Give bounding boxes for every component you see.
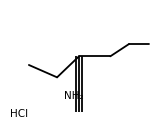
- Text: HCl: HCl: [10, 110, 28, 120]
- Text: NH₂: NH₂: [64, 91, 84, 101]
